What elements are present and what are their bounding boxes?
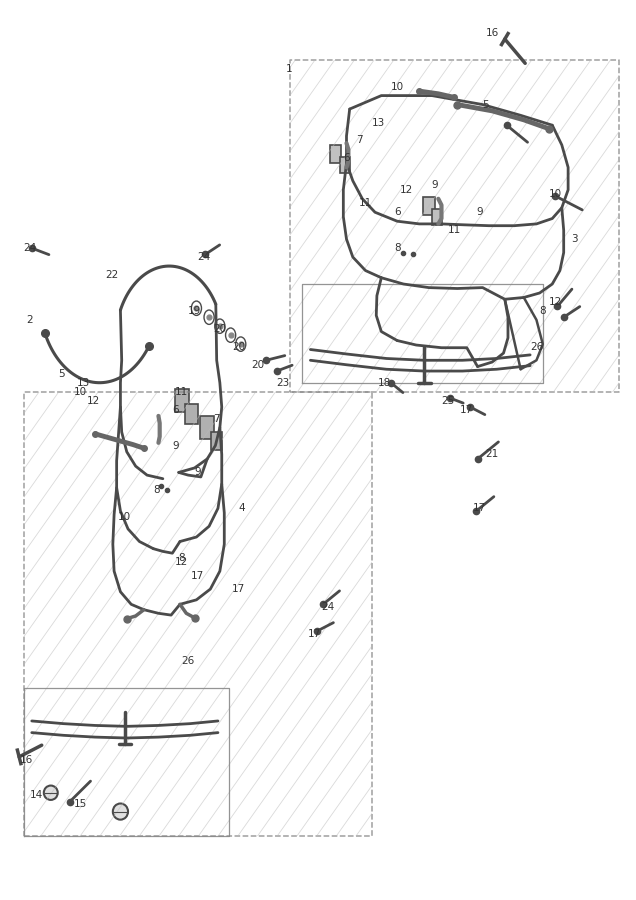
Text: 1: 1 — [286, 64, 293, 74]
Bar — [432, 209, 442, 225]
Text: 5: 5 — [483, 100, 489, 110]
Text: 12: 12 — [176, 557, 188, 567]
Bar — [423, 197, 434, 215]
Text: 9: 9 — [432, 180, 438, 190]
Text: 10: 10 — [549, 189, 562, 199]
Text: 2: 2 — [27, 315, 33, 325]
Text: 17: 17 — [473, 503, 486, 513]
Text: 12: 12 — [549, 297, 562, 307]
Text: 16: 16 — [485, 28, 499, 38]
Text: 8: 8 — [394, 243, 401, 253]
Text: 25: 25 — [441, 396, 455, 406]
Text: 23: 23 — [277, 378, 290, 388]
Text: 8: 8 — [539, 306, 546, 316]
Text: 6: 6 — [172, 405, 179, 415]
Text: 21: 21 — [485, 449, 499, 460]
Ellipse shape — [44, 786, 58, 800]
Text: 13: 13 — [371, 118, 385, 128]
Bar — [330, 145, 342, 163]
Text: 24: 24 — [197, 252, 211, 262]
Text: 12: 12 — [86, 396, 100, 406]
Text: 15: 15 — [74, 799, 87, 809]
Text: 26: 26 — [530, 342, 543, 352]
Text: 24: 24 — [24, 243, 36, 253]
Text: 12: 12 — [400, 184, 413, 194]
Bar — [200, 417, 214, 439]
Text: 9: 9 — [172, 440, 179, 451]
Text: 4: 4 — [238, 503, 245, 513]
Bar — [340, 157, 350, 173]
Text: 17: 17 — [191, 571, 204, 580]
Text: 16: 16 — [20, 754, 33, 764]
Text: 20: 20 — [232, 342, 245, 352]
Text: 19: 19 — [188, 306, 201, 316]
Text: 10: 10 — [74, 387, 87, 397]
Text: 20: 20 — [251, 360, 265, 370]
Text: 24: 24 — [321, 602, 334, 612]
Bar — [185, 404, 198, 424]
Text: 18: 18 — [378, 378, 391, 388]
Text: 20: 20 — [213, 324, 226, 334]
Text: 11: 11 — [176, 387, 188, 397]
Text: 8: 8 — [179, 553, 185, 562]
Text: 6: 6 — [394, 207, 401, 217]
Text: 3: 3 — [571, 234, 577, 244]
Text: 10: 10 — [391, 82, 404, 92]
Text: 22: 22 — [106, 270, 119, 280]
Text: 13: 13 — [77, 378, 90, 388]
Bar — [211, 432, 223, 450]
Text: 17: 17 — [460, 405, 473, 415]
Text: 9: 9 — [195, 467, 201, 477]
Text: 7: 7 — [356, 136, 363, 146]
Text: 9: 9 — [476, 207, 483, 217]
Text: 6: 6 — [343, 153, 350, 164]
Text: 7: 7 — [213, 414, 220, 424]
Text: 11: 11 — [448, 225, 460, 235]
Text: 26: 26 — [181, 656, 195, 666]
Text: 11: 11 — [359, 198, 372, 208]
Text: 5: 5 — [59, 369, 65, 379]
Text: 17: 17 — [232, 584, 245, 594]
Bar — [175, 390, 189, 412]
Text: 10: 10 — [118, 512, 132, 522]
Ellipse shape — [113, 804, 128, 820]
Text: 17: 17 — [308, 629, 321, 639]
Text: 14: 14 — [30, 790, 43, 800]
Text: 8: 8 — [153, 485, 160, 495]
